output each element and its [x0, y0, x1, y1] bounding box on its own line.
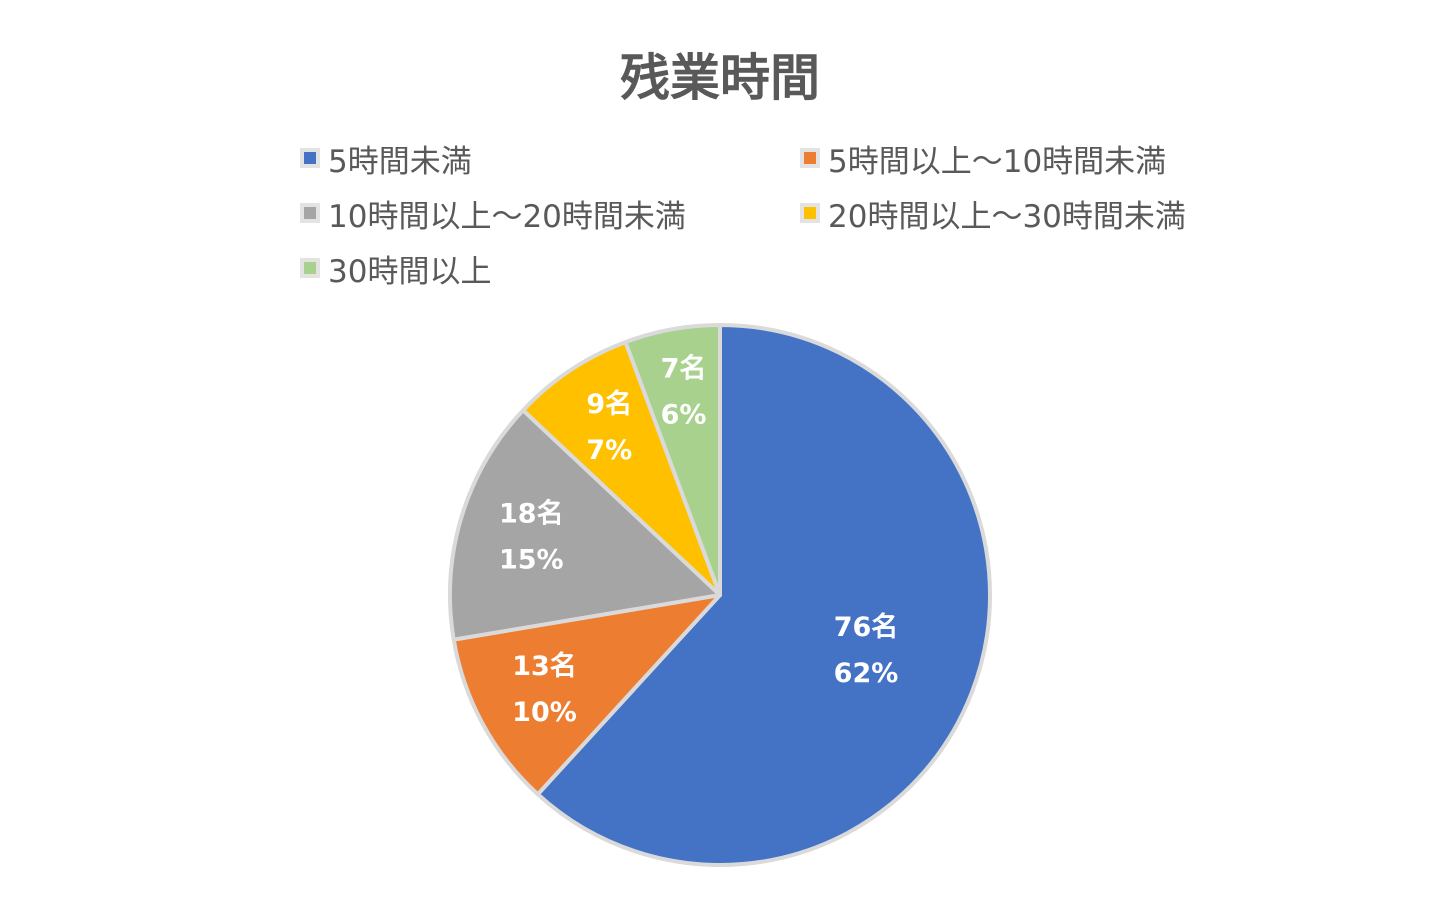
data-label-count-3: 18名: [499, 497, 564, 529]
data-label-count-4: 9名: [586, 388, 632, 420]
data-label-count-2: 13名: [512, 650, 577, 682]
legend-item-4: 20時間以上～30時間未満: [800, 193, 1186, 235]
legend-label-1: 5時間未満: [328, 143, 472, 180]
pie-slice-2: [451, 593, 722, 797]
data-label-percent-1: 62%: [834, 658, 899, 689]
chart-title: 残業時間: [620, 49, 820, 107]
legend-swatch-4: [800, 203, 820, 223]
pie-slice-3: [448, 408, 722, 642]
data-label-count-5: 7名: [661, 353, 707, 385]
legend-item-1: 5時間未満: [300, 138, 472, 180]
legend-label-5: 30時間以上: [328, 253, 492, 290]
legend-swatch-2: [800, 148, 820, 168]
legend-label-4: 20時間以上～30時間未満: [828, 198, 1186, 235]
legend-item-3: 10時間以上～20時間未満: [300, 193, 686, 235]
legend-item-2: 5時間以上～10時間未満: [800, 138, 1167, 180]
pie-slice-4: [521, 340, 722, 597]
legend-item-5: 30時間以上: [300, 248, 492, 290]
data-label-count-1: 76名: [834, 611, 899, 643]
legend-swatch-1: [300, 148, 320, 168]
data-label-percent-5: 6%: [661, 400, 707, 431]
data-label-percent-4: 7%: [586, 435, 632, 466]
legend-label-2: 5時間以上～10時間未満: [828, 143, 1167, 180]
legend-label-3: 10時間以上～20時間未満: [328, 198, 686, 235]
pie-slice-5: [623, 323, 722, 597]
data-label-percent-3: 15%: [499, 544, 564, 575]
data-label-percent-2: 10%: [512, 697, 577, 728]
legend-swatch-5: [300, 258, 320, 278]
legend-swatch-3: [300, 203, 320, 223]
pie-slice-1: [535, 323, 992, 867]
